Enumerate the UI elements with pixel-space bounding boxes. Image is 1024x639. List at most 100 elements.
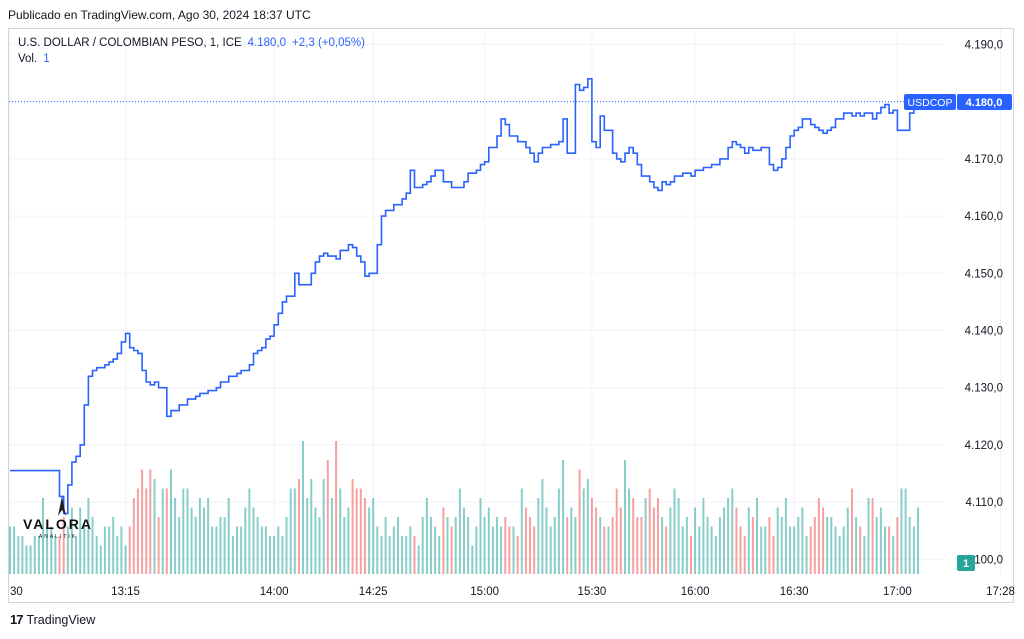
legend-volume[interactable]: Vol. 1 — [18, 51, 365, 67]
volume-bar — [739, 526, 742, 574]
price-chart[interactable]: 4.190,0 4.180,0 4.170,0 4.160,0 4.150,0 4.140… — [0, 0, 1024, 604]
volume-bar — [529, 517, 531, 574]
y-tick-label: 4.130,0 — [965, 383, 1003, 395]
volume-bar — [70, 507, 73, 574]
volume-bar — [99, 545, 102, 574]
volume-bar — [260, 526, 263, 574]
volume-bar — [867, 498, 870, 574]
volume-bar — [888, 526, 891, 574]
volume-bar — [780, 517, 783, 574]
volume-bar — [347, 507, 350, 574]
volume-bar — [904, 488, 907, 574]
chart-grid — [9, 29, 1002, 575]
volume-bar — [673, 488, 676, 574]
volume-bar — [545, 507, 548, 574]
y-tick-label: 4.140,0 — [965, 326, 1003, 338]
volume-bar — [652, 507, 655, 574]
volume-bar — [735, 507, 738, 574]
volume-bar — [590, 498, 593, 574]
volume-bar — [438, 536, 441, 574]
volume-bar — [830, 517, 833, 574]
volume-bar — [87, 498, 90, 574]
price-series-line — [10, 78, 919, 515]
volume-bar — [157, 517, 160, 574]
footer-brand: TradingView — [26, 612, 96, 627]
volume-bar — [731, 488, 734, 574]
volume-bar — [541, 479, 544, 574]
volume-bar — [227, 498, 230, 574]
volume-bar — [859, 526, 862, 574]
volume-bar — [710, 526, 713, 574]
legend-last: 4.180,0 — [247, 37, 287, 49]
volume-bar — [524, 507, 527, 574]
volume-bar — [520, 488, 523, 574]
volume-bar — [285, 517, 288, 574]
volume-bar — [136, 488, 139, 574]
volume-bar — [570, 507, 573, 574]
volume-bar — [203, 507, 205, 574]
volume-bar — [698, 526, 701, 574]
volume-bar — [103, 526, 106, 574]
volume-bar — [66, 526, 69, 574]
volume-bar — [25, 545, 28, 574]
volume-bar — [248, 488, 251, 574]
volume-bar — [760, 526, 763, 574]
x-tick-label: 17:00 — [883, 586, 912, 598]
volume-bar — [21, 536, 24, 574]
volume-bar — [690, 536, 692, 574]
volume-bar — [269, 536, 271, 574]
volume-bar — [578, 469, 581, 574]
volume-bar — [772, 536, 775, 574]
volume-bar — [632, 498, 635, 574]
volume-bar — [648, 488, 651, 574]
volume-bar — [863, 536, 866, 574]
volume-bar — [42, 498, 44, 574]
valora-logo-sub: ANALITIK — [38, 534, 78, 540]
volume-bar — [793, 526, 796, 574]
volume-bar — [817, 498, 820, 574]
volume-bar — [190, 507, 193, 574]
volume-bar — [756, 498, 758, 574]
volume-bar — [768, 517, 771, 574]
volume-bar — [359, 488, 362, 574]
y-tick-label: 4.160,0 — [965, 211, 1003, 223]
volume-bar — [549, 526, 552, 574]
volume-bar — [165, 488, 168, 574]
volume-bar — [463, 507, 465, 574]
volume-bar — [207, 498, 210, 574]
volume-bar — [277, 526, 280, 574]
volume-bar — [479, 498, 482, 574]
volume-bar — [562, 460, 565, 574]
volume-bar — [628, 488, 631, 574]
volume-bar — [661, 517, 664, 574]
volume-bar — [62, 517, 65, 574]
volume-bar — [256, 517, 259, 574]
volume-bar — [401, 536, 404, 574]
volume-bar — [743, 536, 746, 574]
volume-bar — [912, 526, 915, 574]
volume-bars — [9, 441, 919, 574]
footer: 17 TradingView — [10, 612, 95, 627]
volume-bar — [145, 488, 148, 574]
x-axis-ticks: 30 13:15 14:00 14:25 15:00 15:30 16:00 16:30 17:… — [10, 586, 1015, 598]
volume-bar — [273, 536, 276, 574]
volume-bar — [727, 498, 730, 574]
volume-bar — [33, 536, 36, 574]
volume-bar — [747, 507, 750, 574]
volume-bar — [116, 536, 119, 574]
volume-bar — [223, 517, 226, 574]
volume-bar — [574, 517, 577, 574]
volume-bar — [240, 526, 243, 574]
volume-bar — [244, 507, 247, 574]
volume-bar — [838, 536, 841, 574]
volume-bar — [723, 507, 725, 574]
volume-bar — [500, 526, 503, 574]
volume-bar — [611, 517, 614, 574]
volume-bar — [339, 488, 342, 574]
volume-bar — [302, 441, 304, 574]
volume-bar — [640, 517, 643, 574]
volume-bar — [784, 498, 787, 574]
legend-symbol[interactable]: U.S. DOLLAR / COLOMBIAN PESO, 1, ICE — [18, 37, 242, 49]
volume-bar — [13, 526, 16, 574]
volume-bar — [508, 526, 511, 574]
